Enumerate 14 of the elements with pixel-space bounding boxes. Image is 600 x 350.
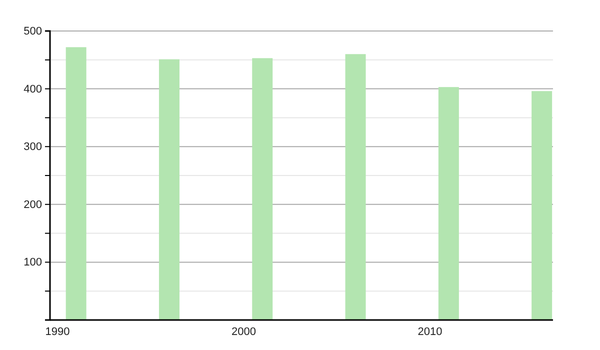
bar — [66, 47, 86, 320]
y-tick-label: 200 — [24, 198, 42, 211]
bar — [158, 59, 180, 320]
x-tick-label: 2010 — [418, 326, 442, 338]
bar — [252, 58, 273, 320]
bar — [438, 87, 459, 320]
bar — [532, 91, 552, 320]
x-tick-label: 1990 — [45, 326, 70, 338]
y-tick-label: 400 — [24, 83, 42, 96]
y-tick-label: 100 — [24, 256, 42, 269]
bar — [345, 54, 366, 320]
y-tick-label: 500 — [24, 26, 42, 38]
x-tick-label: 2000 — [232, 326, 256, 338]
y-tick-label: 300 — [24, 141, 42, 154]
